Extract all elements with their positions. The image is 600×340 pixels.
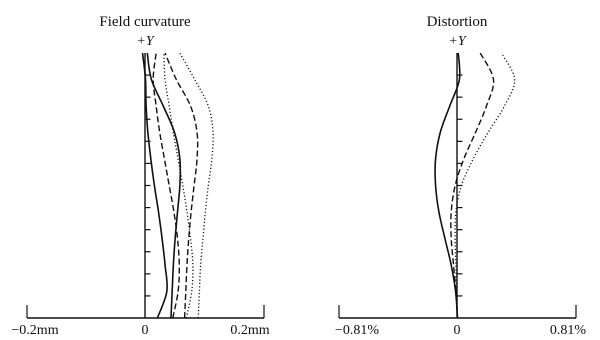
x-tick-label-min: −0.2mm [11,323,58,338]
distortion-panel: Distortion +Y −0.81% 0 0.81% [335,14,586,338]
y-minor-ticks [145,74,151,297]
series-line-dotted-4 [163,52,194,319]
x-tick-label-max: 0.2mm [230,323,269,338]
x-tick-label-min: −0.81% [335,323,379,338]
y-axis-label: +Y [448,34,467,49]
series-layer [141,52,214,319]
series-layer [434,52,516,319]
y-axis-label: +Y [136,34,155,49]
x-tick-label-max: 0.81% [550,323,587,338]
x-tick-label-zero: 0 [142,323,149,338]
series-line-dashed-2 [152,52,180,319]
series-line-solid-1 [146,52,182,319]
chart-title: Field curvature [99,14,191,30]
field-curvature-panel: Field curvature +Y −0.2mm 0 0.2mm [11,14,269,338]
series-line-dashed-3 [164,52,199,319]
series-line-solid-0 [434,52,461,319]
series-line-solid-0 [141,52,169,319]
chart-title: Distortion [427,14,488,30]
x-tick-label-zero: 0 [454,323,461,338]
series-line-dotted-5 [179,52,214,319]
series-line-dotted-2 [454,52,516,319]
series-line-dashed-1 [450,52,495,319]
